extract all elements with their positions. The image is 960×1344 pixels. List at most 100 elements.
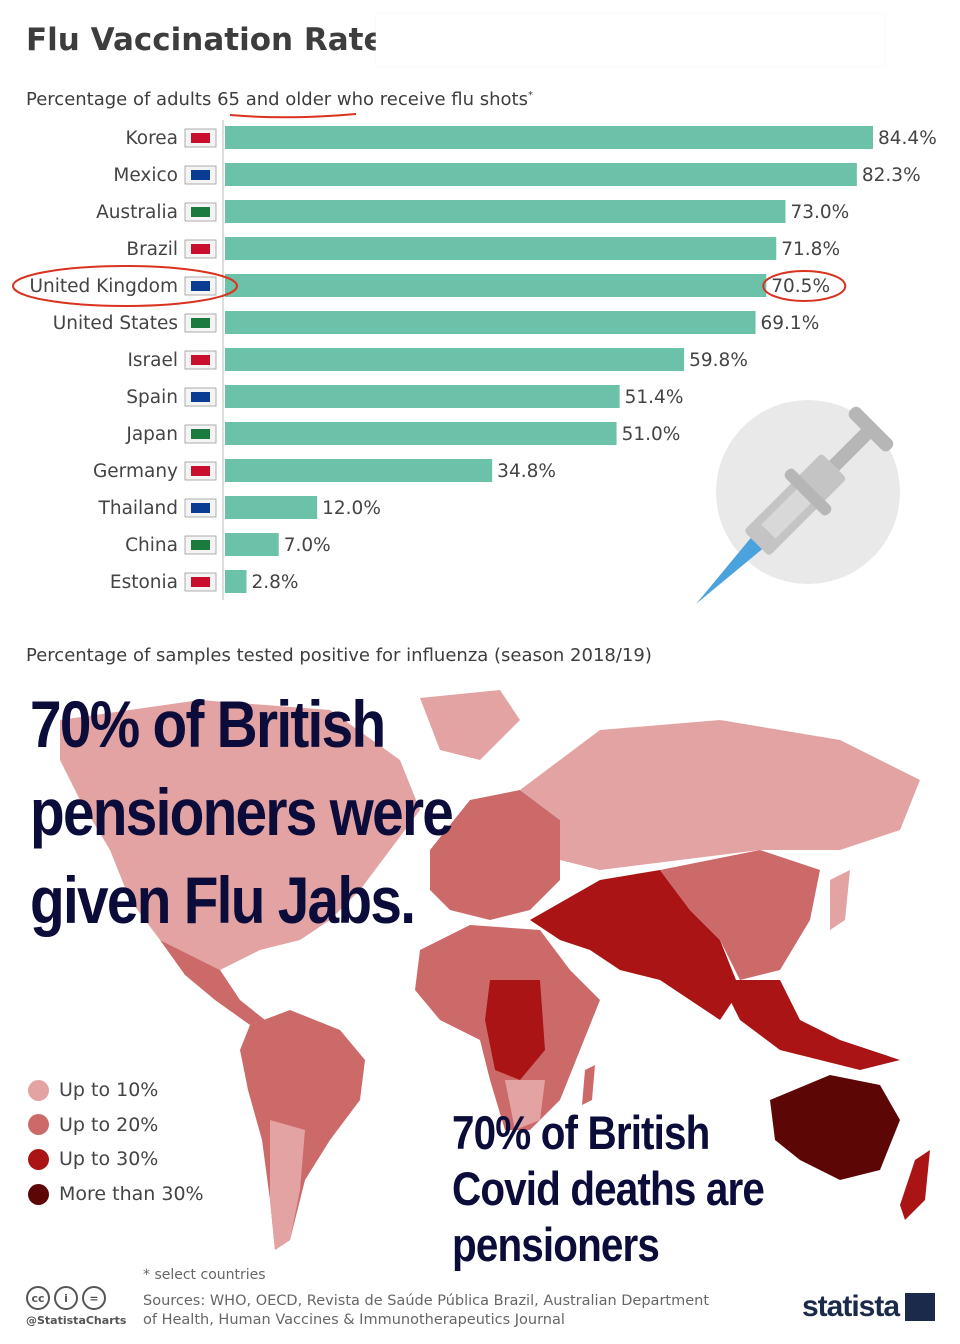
sources: Sources: WHO, OECD, Revista de Saúde Púb… [143,1292,743,1330]
category-label: China [125,535,178,556]
world-map [60,690,930,1250]
map-southern-africa [505,1080,545,1130]
bar [225,274,767,297]
category-label: Australia [96,202,178,223]
map-legend: Up to 10% Up to 20% Up to 30% More than … [28,1073,204,1211]
syringe-illustration [690,392,920,616]
cc-icon: cc [26,1286,50,1310]
map-north-america [60,700,420,970]
flag-mark [191,281,210,291]
overlay-top-line: 70% of British [30,687,386,761]
legend-label: Up to 10% [59,1079,159,1102]
bar [225,570,247,593]
overlay-text-bottom: 70% of British Covid deaths are pensione… [452,1105,765,1273]
category-label: United Kingdom [30,276,179,297]
legend-item: Up to 10% [28,1073,204,1108]
value-label: 73.0% [790,202,849,223]
bar [225,459,493,482]
map-new-zealand [900,1150,930,1220]
value-label: 70.5% [771,276,830,297]
syringe-icon [696,400,900,604]
legend-label: More than 30% [59,1183,204,1206]
legend-label: Up to 20% [59,1113,159,1136]
value-label: 71.8% [781,239,840,260]
category-label: Germany [93,461,178,482]
map-australia [770,1075,900,1180]
highlight-value-circle [762,270,847,302]
map-mexico [160,940,265,1025]
category-label: Estonia [110,572,178,593]
flag-mark [191,355,210,365]
value-label: 82.3% [862,165,921,186]
legend-item: Up to 20% [28,1108,204,1143]
map-middle-east-south-asia [530,870,740,1020]
category-label: Spain [126,387,178,408]
footnote: * select countries [143,1267,266,1283]
overlay-bottom-line: Covid deaths are [452,1162,765,1215]
subtitle-text: Percentage of adults 65 and older who re… [26,89,528,110]
flag-mark [191,392,210,402]
bar [225,163,857,186]
map-china [660,850,820,980]
subtitle-footnote-mark: * [528,90,533,101]
bar [225,422,617,445]
flag-mark [191,318,210,328]
bar [225,126,873,149]
flag-mark [191,466,210,476]
statista-logo-icon [905,1293,936,1321]
flag-mark [191,429,210,439]
legend-item: More than 30% [28,1177,204,1212]
map-south-america-south [270,1120,305,1250]
overlay-text-top: 70% of British pensioners were given Flu… [30,680,460,944]
bar [225,348,685,371]
no-derivatives-icon: = [82,1286,106,1310]
legend-swatch [28,1079,49,1101]
bar [225,385,620,408]
flag-mark [191,170,210,180]
category-label: Japan [125,424,178,445]
map-central-africa [485,980,545,1080]
bar-chart: Korea 84.4% Mexico 82.3% Australia 73.0% Brazi… [12,120,937,600]
flag-mark [191,207,210,217]
value-label: 69.1% [761,313,820,334]
chart-subtitle: Percentage of adults 65 and older who re… [26,89,533,110]
social-handle: @StatistaCharts [26,1314,127,1327]
highlight-circle [12,265,238,307]
map-japan [830,870,850,930]
legend-swatch [28,1183,49,1205]
value-label: 51.0% [622,424,681,445]
bar [225,533,279,556]
chart-title: Flu Vaccination Rates [26,22,403,58]
value-label: 84.4% [878,128,937,149]
map-title: Percentage of samples tested positive fo… [26,645,652,666]
statista-logo[interactable]: statista [802,1290,936,1324]
sources-line: Sources: WHO, OECD, Revista de Saúde Púb… [143,1293,710,1309]
license-icons: cc i = [26,1286,106,1310]
category-label: United States [53,313,178,334]
map-madagascar [582,1065,595,1105]
flag-mark [191,244,210,254]
brand-name: statista [802,1290,900,1323]
bar [225,237,777,260]
legend-item: Up to 30% [28,1142,204,1177]
value-label: 7.0% [284,535,331,556]
overlay-bottom-line: pensioners [452,1218,660,1271]
flag-mark [191,540,210,550]
flag-mark [191,577,210,587]
category-label: Mexico [113,165,178,186]
map-greenland [420,690,520,760]
flag-mark [191,503,210,513]
map-southeast-asia [720,980,900,1070]
white-cover-box [376,14,884,66]
value-label: 34.8% [497,461,556,482]
category-label: Thailand [98,498,178,519]
overlay-top-line: given Flu Jabs. [30,863,416,937]
value-label: 51.4% [625,387,684,408]
flag-mark [191,133,210,143]
category-label: Israel [127,350,178,371]
overlay-bottom-line: 70% of British [452,1106,710,1159]
bar [225,200,786,223]
category-label: Brazil [126,239,178,260]
value-label: 59.8% [689,350,748,371]
legend-swatch [28,1148,49,1170]
